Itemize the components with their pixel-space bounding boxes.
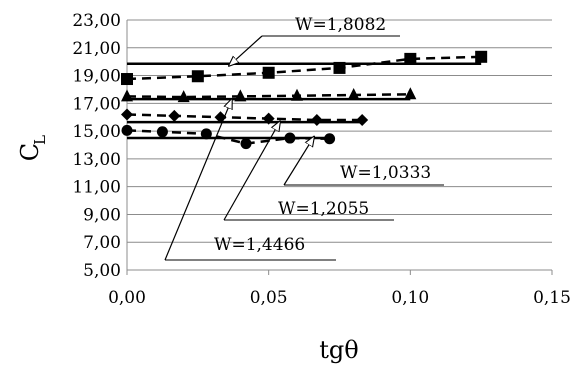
annotation: W=1,4466 (164, 99, 336, 261)
series-circle (121, 124, 336, 150)
data-point-diamond (121, 108, 133, 121)
annotation: W=1,8082 (229, 15, 400, 66)
data-point-triangle (121, 89, 133, 102)
y-tick-label: 7,00 (83, 233, 121, 253)
data-point-square (404, 52, 417, 65)
data-point-triangle (347, 88, 360, 100)
y-tick-label: 13,00 (72, 150, 121, 170)
y-axis-title: C (16, 143, 44, 161)
data-point-square (121, 73, 133, 86)
x-tick-label: 0,00 (108, 288, 146, 308)
series-triangle (121, 87, 417, 103)
y-axis-title-subscript: L (31, 135, 49, 145)
annotation-label: W=1,4466 (214, 235, 305, 255)
data-point-circle (156, 126, 168, 138)
y-tick-label: 19,00 (72, 67, 121, 87)
data-point-diamond (168, 109, 181, 122)
y-tick-label: 23,00 (72, 11, 121, 31)
annotation-arrow (283, 137, 314, 186)
data-point-circle (324, 133, 336, 145)
annotation: W=1,2055 (223, 121, 394, 221)
x-tick-label: 0,15 (533, 288, 571, 308)
annotations: W=1,8082 W=1,4466 W=1,2055 W=1,0333 (164, 15, 444, 261)
annotation: W=1,0333 (283, 137, 444, 186)
series-line (126, 129, 330, 145)
annotation-arrow (229, 35, 263, 66)
y-tick-label: 15,00 (72, 122, 121, 142)
series-diamond (121, 108, 369, 126)
y-tick-label: 11,00 (72, 178, 121, 198)
series-line (126, 113, 363, 122)
y-tick-label: 5,00 (83, 261, 121, 281)
tick-labels: 5,00 7,00 9,00 11,00 13,00 15,00 17,00 19,00 21,… (72, 11, 571, 308)
data-point-square (191, 70, 204, 83)
data-point-triangle (404, 87, 417, 100)
data-point-square (262, 66, 275, 79)
data-point-triangle (291, 88, 303, 101)
series-square (121, 50, 488, 86)
annotation-label: W=1,2055 (278, 199, 369, 219)
x-axis-title: tgθ (319, 336, 358, 364)
annotation-arrow (223, 121, 280, 221)
axes (126, 20, 553, 275)
data-point-diamond (310, 114, 323, 126)
data-point-square (333, 61, 346, 74)
y-tick-label: 21,00 (72, 39, 121, 59)
y-tick-label: 9,00 (83, 205, 121, 225)
series-layer (121, 50, 488, 150)
data-point-triangle (234, 89, 247, 102)
data-point-diamond (356, 114, 369, 126)
annotation-label: W=1,8082 (295, 15, 386, 35)
series-line (126, 93, 411, 99)
data-point-circle (200, 128, 212, 140)
annotation-arrow (164, 99, 232, 261)
data-point-circle (284, 132, 296, 144)
data-point-circle (121, 124, 133, 136)
y-tick-label: 17,00 (72, 94, 121, 114)
x-tick-label: 0,10 (391, 288, 429, 308)
data-point-triangle (177, 90, 190, 103)
x-tick-label: 0,05 (250, 288, 288, 308)
data-point-square (475, 50, 488, 63)
data-point-circle (240, 138, 252, 150)
annotation-label: W=1,0333 (340, 163, 431, 183)
